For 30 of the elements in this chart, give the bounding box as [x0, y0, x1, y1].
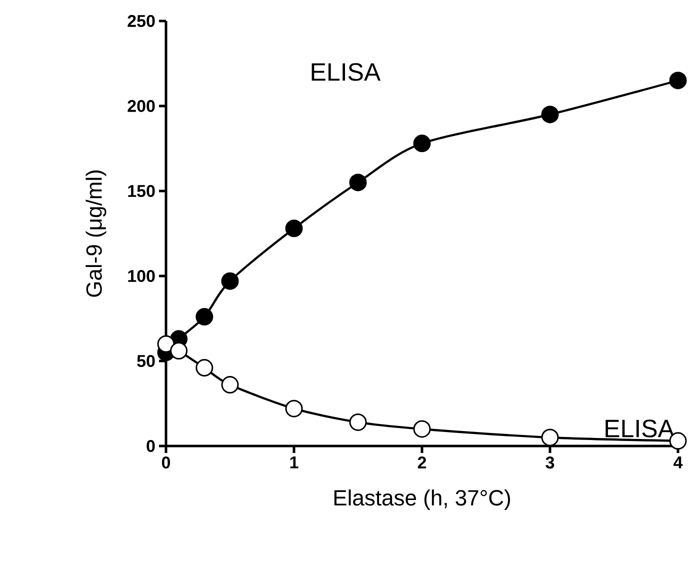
point [349, 174, 367, 192]
point [157, 335, 175, 353]
y-tick-label: 0 [146, 440, 155, 452]
x-tick-label: 3 [546, 456, 554, 469]
point [221, 272, 239, 290]
y-tick-label: 250 [128, 14, 155, 28]
point [170, 342, 188, 360]
y-tick-label: 50 [137, 354, 155, 368]
point [349, 413, 367, 431]
text: ELISA [312, 63, 381, 81]
point [196, 359, 214, 377]
point [285, 220, 303, 238]
x-tick-label: 4 [674, 456, 683, 468]
x-tick-label: 2 [418, 456, 426, 468]
series-label: ELISA [606, 420, 674, 438]
y-axis-title: Gal-9 (μg/ml) [86, 170, 106, 297]
y-tick-label: 100 [128, 270, 155, 282]
x-axis-title: Elastase (h, 37°C) [334, 489, 510, 510]
point [413, 134, 431, 152]
point [285, 400, 303, 418]
x-tick-label: 1 [290, 456, 298, 468]
point [669, 72, 687, 90]
y-tick-label: 200 [128, 100, 155, 112]
point [541, 106, 559, 124]
point [221, 376, 239, 394]
x-tick-label: 0 [162, 456, 170, 469]
y-tick-label: 150 [128, 184, 155, 198]
point [541, 428, 559, 446]
point [413, 420, 431, 438]
point [196, 308, 214, 326]
